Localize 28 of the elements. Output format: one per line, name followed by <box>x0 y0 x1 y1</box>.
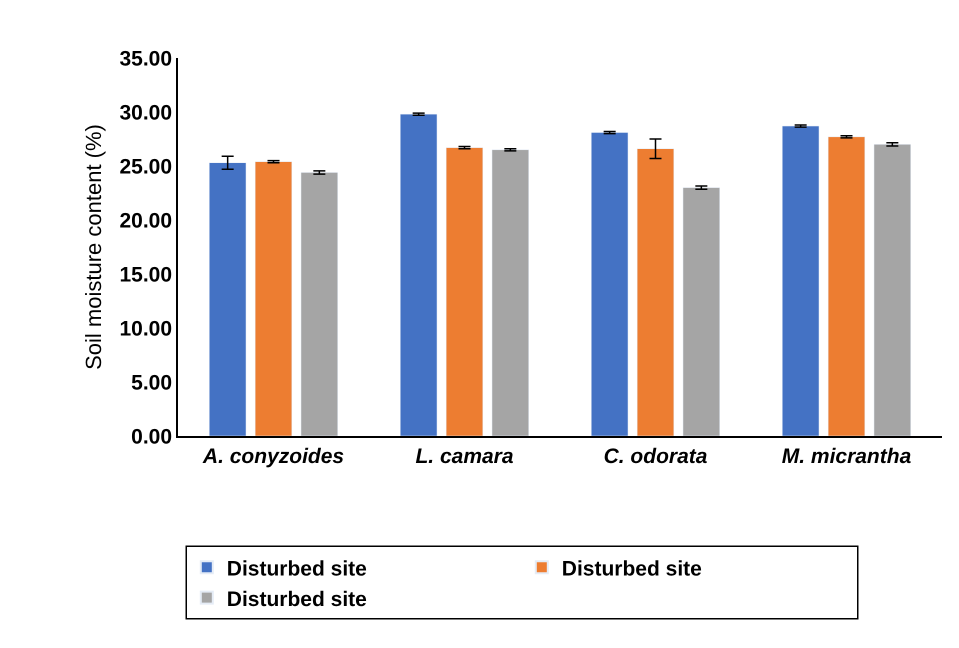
bar <box>300 172 338 436</box>
bar <box>874 144 911 436</box>
bar <box>492 150 529 436</box>
y-tick-label: 30.00 <box>119 101 172 124</box>
bar <box>591 132 628 436</box>
y-tick-label: 10.00 <box>119 317 172 340</box>
legend-label: Disturbed site <box>226 557 367 580</box>
x-tick-label: C. odorata <box>604 444 708 468</box>
y-tick-label: 15.00 <box>119 263 172 286</box>
bar <box>446 147 484 436</box>
y-tick-label: 25.00 <box>119 155 172 178</box>
legend-label: Disturbed site <box>562 557 702 580</box>
legend-label: Disturbed site <box>226 588 367 611</box>
bar <box>254 161 292 436</box>
y-tick-label: 5.00 <box>131 371 172 394</box>
bar <box>636 148 674 436</box>
bar <box>682 187 720 436</box>
y-tick-label: 20.00 <box>119 209 172 232</box>
bar <box>400 114 438 436</box>
y-axis-title: Soil moisture content (%) <box>80 124 106 370</box>
x-tick-label: L. camara <box>415 444 514 468</box>
bar <box>828 136 866 436</box>
y-tick-label: 35.00 <box>119 47 172 70</box>
y-tick-label: 0.00 <box>131 425 172 448</box>
bar <box>209 162 246 436</box>
bar <box>782 126 820 436</box>
x-tick-label: M. micrantha <box>782 444 912 468</box>
x-tick-label: A. conyzoides <box>202 444 344 468</box>
